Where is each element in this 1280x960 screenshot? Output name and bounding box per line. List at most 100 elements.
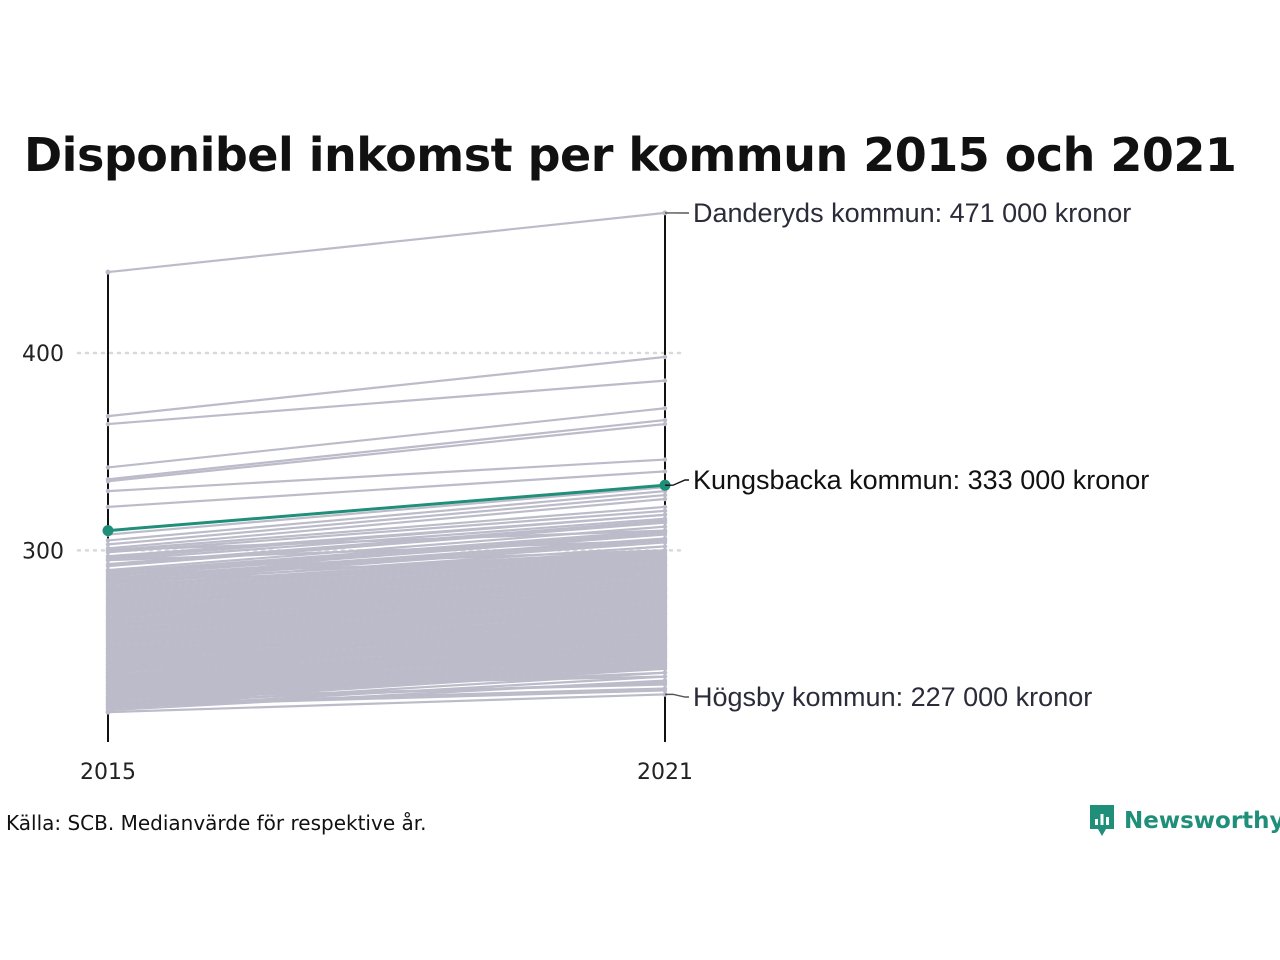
- y-tick-label-1: 400: [22, 342, 64, 367]
- brand-name: Newsworthy: [1124, 808, 1280, 834]
- series-point-end-109: [662, 567, 668, 573]
- series-point-start-124: [105, 654, 111, 660]
- series-point-end-12: [662, 508, 668, 514]
- series-line-0: [107, 355, 666, 418]
- series-line-105: [107, 529, 666, 552]
- series-line-137: [107, 640, 666, 694]
- series-point-end-121: [662, 587, 668, 592]
- line-danderyds-kommun: [107, 211, 666, 274]
- source-note: Källa: SCB. Medianvärde för respektive å…: [6, 811, 427, 835]
- point-2015-kungsbacka-kommun: [102, 525, 114, 537]
- series-point-end-10: [662, 496, 668, 502]
- series-line-136: [107, 632, 666, 686]
- series-line-135: [107, 624, 666, 678]
- series-line-4: [107, 422, 666, 483]
- series-point-start-106: [105, 557, 111, 563]
- series-point-end-2: [662, 406, 668, 411]
- series-line-132: [107, 572, 666, 623]
- axis-labels: 300 400 2015 2021: [22, 342, 693, 785]
- series-point-end-131: [662, 563, 668, 569]
- series-point-start-121: [105, 631, 111, 636]
- series-line-14: [107, 513, 666, 560]
- series-point-start-113: [105, 650, 111, 656]
- series-point-end-137: [662, 638, 668, 644]
- series-point-start-9: [105, 542, 111, 547]
- series-point-start-0: [105, 413, 111, 419]
- leader-högsby-kommun: [665, 693, 689, 698]
- series-point-end-133: [662, 607, 668, 612]
- series-point-end-124: [662, 611, 668, 616]
- series-line-27: [107, 551, 666, 589]
- series-point-start-134: [105, 666, 111, 671]
- series-line-17: [107, 521, 666, 568]
- series-line-104: [107, 687, 666, 706]
- series-point-end-129: [662, 650, 668, 656]
- series-line-131: [107, 565, 666, 615]
- gridlines: [76, 351, 684, 552]
- chart-title: Disponibel inkomst per kommun 2015 och 2…: [24, 128, 1237, 182]
- series-line-21: [107, 533, 666, 578]
- series-point-start-5: [105, 488, 111, 494]
- background-series-lines: [105, 354, 668, 713]
- series-point-end-9: [662, 492, 668, 498]
- series-line-119: [107, 689, 666, 708]
- series-point-end-5: [662, 457, 668, 462]
- series-point-end-117: [662, 670, 668, 675]
- series-point-end-139: [662, 654, 668, 660]
- point-2015-högsby-kommun: [105, 709, 111, 715]
- series-point-start-96: [105, 627, 111, 632]
- series-point-start-105: [105, 548, 111, 553]
- series-point-end-3: [662, 417, 668, 423]
- series-line-5: [107, 458, 666, 493]
- series-point-start-128: [105, 686, 111, 691]
- newsworthy-icon: [1090, 805, 1114, 836]
- series-line-139: [107, 655, 666, 710]
- series-point-end-14: [662, 512, 668, 518]
- series-line-9: [107, 493, 666, 546]
- series-line-1: [107, 379, 666, 426]
- series-point-start-120: [105, 623, 111, 628]
- series-point-end-125: [662, 619, 668, 624]
- series-point-end-123: [662, 603, 668, 608]
- series-point-start-138: [105, 698, 111, 703]
- series-point-end-119: [662, 688, 668, 693]
- line-högsby-kommun: [107, 693, 666, 714]
- series-line-121: [107, 588, 666, 635]
- leader-kungsbacka-kommun: [665, 479, 689, 486]
- series-point-start-123: [105, 646, 111, 652]
- series-line-7: [107, 486, 666, 536]
- label-kungsbacka-kommun: Kungsbacka kommun: 333 000 kronor: [693, 465, 1149, 495]
- series-point-end-116: [662, 660, 668, 666]
- series-point-start-107: [105, 571, 111, 577]
- series-point-end-6: [662, 469, 668, 474]
- series-point-end-120: [662, 577, 668, 583]
- series-point-end-134: [662, 615, 668, 620]
- series-line-123: [107, 604, 666, 651]
- series-line-120: [107, 578, 666, 627]
- label-högsby-kommun: Högsby kommun: 227 000 kronor: [693, 682, 1092, 712]
- series-point-start-122: [105, 638, 111, 644]
- series-point-start-127: [105, 678, 111, 683]
- series-point-start-125: [105, 662, 111, 667]
- series-line-12: [107, 509, 666, 554]
- series-line-133: [107, 608, 666, 662]
- series-point-end-127: [662, 634, 668, 640]
- series-point-start-2: [105, 465, 111, 470]
- series-point-start-137: [105, 690, 111, 695]
- series-point-end-132: [662, 571, 668, 577]
- series-line-66: [107, 628, 666, 666]
- series-point-end-21: [662, 532, 668, 537]
- series-point-end-105: [662, 528, 668, 533]
- series-point-end-138: [662, 646, 668, 652]
- series-point-end-1: [662, 378, 668, 383]
- series-line-6: [107, 470, 666, 509]
- series-line-113: [107, 624, 666, 655]
- series-line-2: [107, 407, 666, 469]
- series-line-106: [107, 539, 666, 562]
- series-line-10: [107, 497, 666, 550]
- series-point-end-135: [662, 623, 668, 628]
- series-point-start-17: [105, 563, 111, 569]
- series-point-start-131: [105, 611, 111, 616]
- series-point-end-128: [662, 642, 668, 648]
- series-line-122: [107, 596, 666, 643]
